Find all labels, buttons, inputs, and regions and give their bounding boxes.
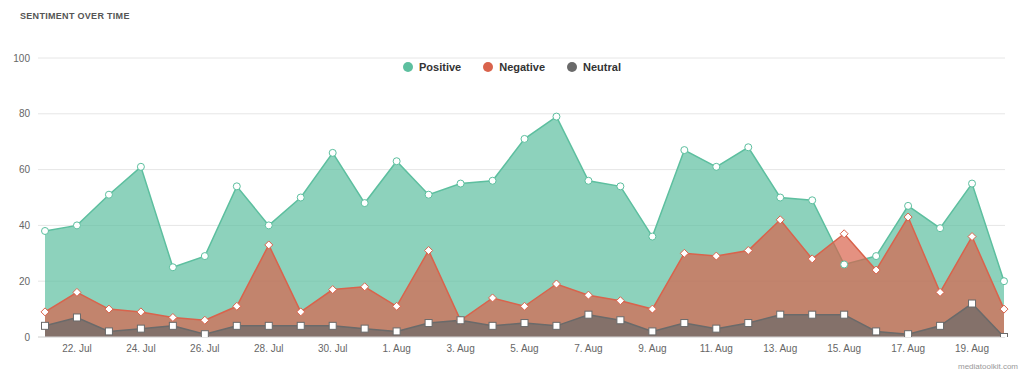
html-text:mediatoolkit.com: mediatoolkit.com bbox=[958, 362, 1018, 371]
html-text:Positive: Positive bbox=[419, 61, 462, 73]
svg-text:9. Aug: 9. Aug bbox=[638, 343, 666, 354]
svg-text:40: 40 bbox=[19, 220, 31, 231]
html-text:Negative: Negative bbox=[499, 61, 546, 73]
svg-text:5. Aug: 5. Aug bbox=[510, 343, 538, 354]
svg-text:19. Aug: 19. Aug bbox=[955, 343, 989, 354]
svg-text:80: 80 bbox=[19, 108, 31, 119]
svg-text:3. Aug: 3. Aug bbox=[446, 343, 474, 354]
html-text:Neutral: Neutral bbox=[583, 61, 621, 73]
svg-text:7. Aug: 7. Aug bbox=[574, 343, 602, 354]
svg-text:100: 100 bbox=[13, 53, 30, 64]
svg-text:13. Aug: 13. Aug bbox=[763, 343, 797, 354]
svg-text:30. Jul: 30. Jul bbox=[318, 343, 347, 354]
svg-text:1. Aug: 1. Aug bbox=[382, 343, 410, 354]
svg-text:20: 20 bbox=[19, 276, 31, 287]
html-text:SENTIMENT OVER TIME: SENTIMENT OVER TIME bbox=[20, 11, 130, 21]
svg-text:22. Jul: 22. Jul bbox=[62, 343, 91, 354]
svg-text:11. Aug: 11. Aug bbox=[700, 343, 733, 354]
svg-text:15. Aug: 15. Aug bbox=[827, 343, 861, 354]
svg-text:26. Jul: 26. Jul bbox=[190, 343, 219, 354]
svg-text:0: 0 bbox=[24, 332, 30, 343]
svg-text:28. Jul: 28. Jul bbox=[254, 343, 283, 354]
svg-text:24. Jul: 24. Jul bbox=[126, 343, 155, 354]
svg-text:17. Aug: 17. Aug bbox=[891, 343, 925, 354]
svg-text:60: 60 bbox=[19, 164, 31, 175]
